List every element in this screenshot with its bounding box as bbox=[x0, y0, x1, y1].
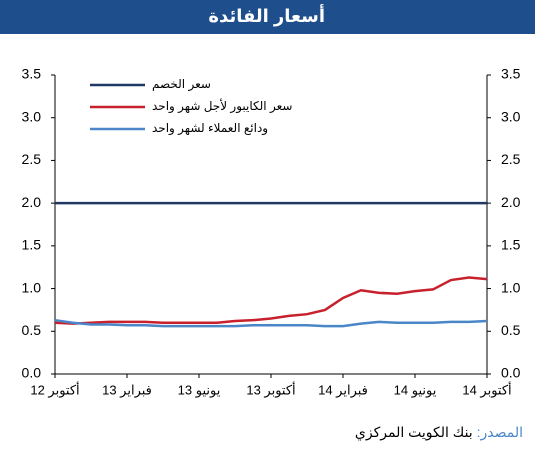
y2-tick-label: 0.5 bbox=[501, 322, 521, 338]
y2-tick-label: 0.0 bbox=[501, 365, 521, 381]
y2-tick-label: 1.5 bbox=[501, 237, 521, 253]
legend-label: سعر الخصم bbox=[152, 77, 211, 91]
x-tick-label: أكتوبر 13 bbox=[246, 381, 295, 398]
y2-tick-label: 2.0 bbox=[501, 194, 521, 210]
y-tick-label: 3.5 bbox=[22, 66, 42, 82]
x-tick-label: أكتوبر 12 bbox=[30, 381, 79, 398]
y-tick-label: 2.0 bbox=[22, 194, 42, 210]
y2-tick-label: 2.5 bbox=[501, 151, 521, 167]
y2-tick-label: 3.5 bbox=[501, 66, 521, 82]
x-tick-label: أكتوبر 14 bbox=[462, 381, 511, 398]
x-tick-label: فبراير 14 bbox=[318, 382, 368, 398]
series-line bbox=[54, 318, 488, 328]
y-tick-label: 0.0 bbox=[22, 365, 42, 381]
y-tick-label: 1.5 bbox=[22, 237, 42, 253]
x-tick-label: يونيو 13 bbox=[178, 382, 221, 398]
y-tick-label: 0.5 bbox=[22, 322, 42, 338]
source-label: المصدر: bbox=[476, 424, 523, 440]
y-tick-label: 3.0 bbox=[22, 108, 42, 124]
legend-label: سعر الكايبور لأجل شهر واحد bbox=[152, 99, 293, 113]
source-text: بنك الكويت المركزي bbox=[354, 424, 473, 440]
y-tick-label: 1.0 bbox=[22, 279, 42, 295]
x-tick-label: يونيو 14 bbox=[394, 382, 437, 398]
y2-tick-label: 3.0 bbox=[501, 108, 521, 124]
y-tick-label: 2.5 bbox=[22, 151, 42, 167]
title-bar: أسعار الفائدة bbox=[0, 0, 535, 34]
source: المصدر: بنك الكويت المركزي bbox=[355, 424, 523, 441]
y2-tick-label: 1.0 bbox=[501, 279, 521, 295]
chart-title: أسعار الفائدة bbox=[208, 6, 325, 26]
x-tick-label: فبراير 13 bbox=[102, 382, 152, 398]
series-line bbox=[54, 276, 488, 325]
legend-label: ودائع العملاء لشهر واحد bbox=[152, 121, 269, 135]
